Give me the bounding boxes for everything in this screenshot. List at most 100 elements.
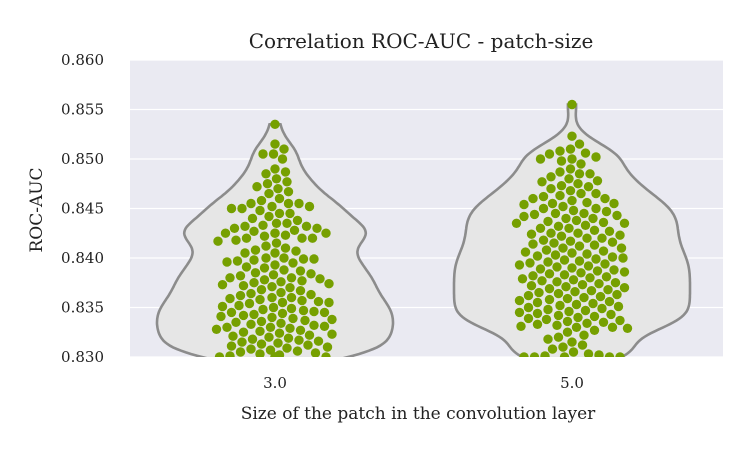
data-point — [235, 290, 246, 301]
data-point — [564, 306, 574, 317]
data-point — [520, 247, 531, 257]
data-point — [544, 269, 555, 279]
data-point — [315, 274, 325, 284]
data-point — [303, 340, 313, 350]
data-point — [277, 308, 288, 319]
data-point — [298, 254, 309, 264]
data-point — [258, 149, 268, 159]
data-point — [246, 344, 256, 354]
data-point — [532, 319, 543, 329]
data-point — [327, 314, 337, 325]
data-point — [304, 330, 315, 340]
data-point — [573, 312, 583, 323]
data-point — [273, 184, 283, 194]
data-point — [265, 322, 276, 332]
data-point — [312, 223, 322, 233]
data-point — [286, 303, 297, 314]
data-point — [270, 228, 280, 238]
data-point — [567, 99, 577, 110]
data-point — [313, 296, 324, 307]
data-point — [553, 288, 564, 299]
data-point — [246, 288, 256, 299]
data-point — [282, 218, 292, 228]
points — [211, 99, 633, 357]
data-point — [321, 352, 331, 357]
data-point — [274, 208, 285, 219]
data-point — [556, 231, 567, 241]
data-point — [226, 307, 237, 318]
chart-title: Correlation ROC-AUC - patch-size — [249, 29, 594, 53]
data-point — [261, 241, 271, 251]
y-tick-label: 0.835 — [61, 299, 104, 317]
data-point — [277, 154, 288, 164]
data-point — [601, 206, 612, 217]
data-point — [255, 294, 265, 305]
data-point — [574, 256, 585, 266]
data-point — [583, 182, 594, 192]
data-point — [271, 174, 282, 184]
data-point — [280, 167, 291, 177]
data-point — [553, 332, 564, 342]
data-point — [612, 210, 622, 221]
data-point — [597, 303, 607, 314]
data-point — [255, 349, 265, 357]
data-point — [562, 293, 573, 304]
data-point — [222, 322, 232, 332]
data-point — [514, 260, 525, 270]
data-point — [225, 293, 235, 304]
data-point — [604, 226, 615, 236]
data-point — [285, 208, 295, 219]
data-point — [594, 279, 604, 289]
data-point — [532, 308, 543, 319]
data-point — [268, 149, 279, 159]
data-point — [306, 269, 316, 279]
data-point — [603, 285, 613, 295]
data-point — [237, 337, 247, 347]
data-point — [589, 240, 600, 250]
data-point — [235, 347, 246, 357]
data-point — [543, 257, 553, 267]
data-point — [246, 198, 256, 209]
data-point — [576, 268, 586, 278]
x-tick-label: 3.0 — [263, 374, 287, 392]
data-point — [582, 249, 592, 259]
data-point — [525, 258, 535, 268]
data-point — [289, 225, 300, 235]
data-point — [319, 307, 330, 318]
data-point — [300, 315, 310, 326]
data-point — [270, 164, 280, 174]
data-point — [541, 245, 552, 255]
y-tick-labels: 0.830 0.835 0.840 0.845 0.850 0.855 0.860 — [61, 51, 104, 366]
data-point — [571, 299, 582, 310]
y-tick-label: 0.845 — [61, 200, 104, 218]
data-point — [261, 169, 271, 179]
data-point — [283, 198, 294, 209]
data-point — [294, 198, 304, 209]
data-point — [562, 327, 573, 337]
data-point — [226, 203, 237, 214]
data-point — [615, 315, 625, 326]
data-point — [276, 287, 286, 298]
data-point — [613, 301, 624, 312]
data-point — [565, 164, 576, 174]
data-point — [588, 298, 598, 309]
data-point — [559, 270, 570, 280]
data-point — [549, 238, 559, 248]
data-point — [528, 193, 538, 204]
data-point — [546, 184, 556, 194]
data-point — [582, 318, 592, 328]
data-point — [514, 295, 525, 306]
data-point — [558, 342, 568, 352]
data-point — [565, 186, 576, 196]
data-point — [619, 267, 630, 277]
data-point — [267, 201, 277, 212]
data-point — [288, 313, 298, 324]
data-point — [583, 261, 594, 271]
data-point — [279, 144, 289, 154]
data-point — [552, 320, 562, 330]
data-point — [313, 336, 324, 346]
data-point — [574, 241, 585, 251]
data-point — [570, 287, 580, 297]
data-point — [229, 223, 240, 233]
data-point — [543, 304, 553, 315]
